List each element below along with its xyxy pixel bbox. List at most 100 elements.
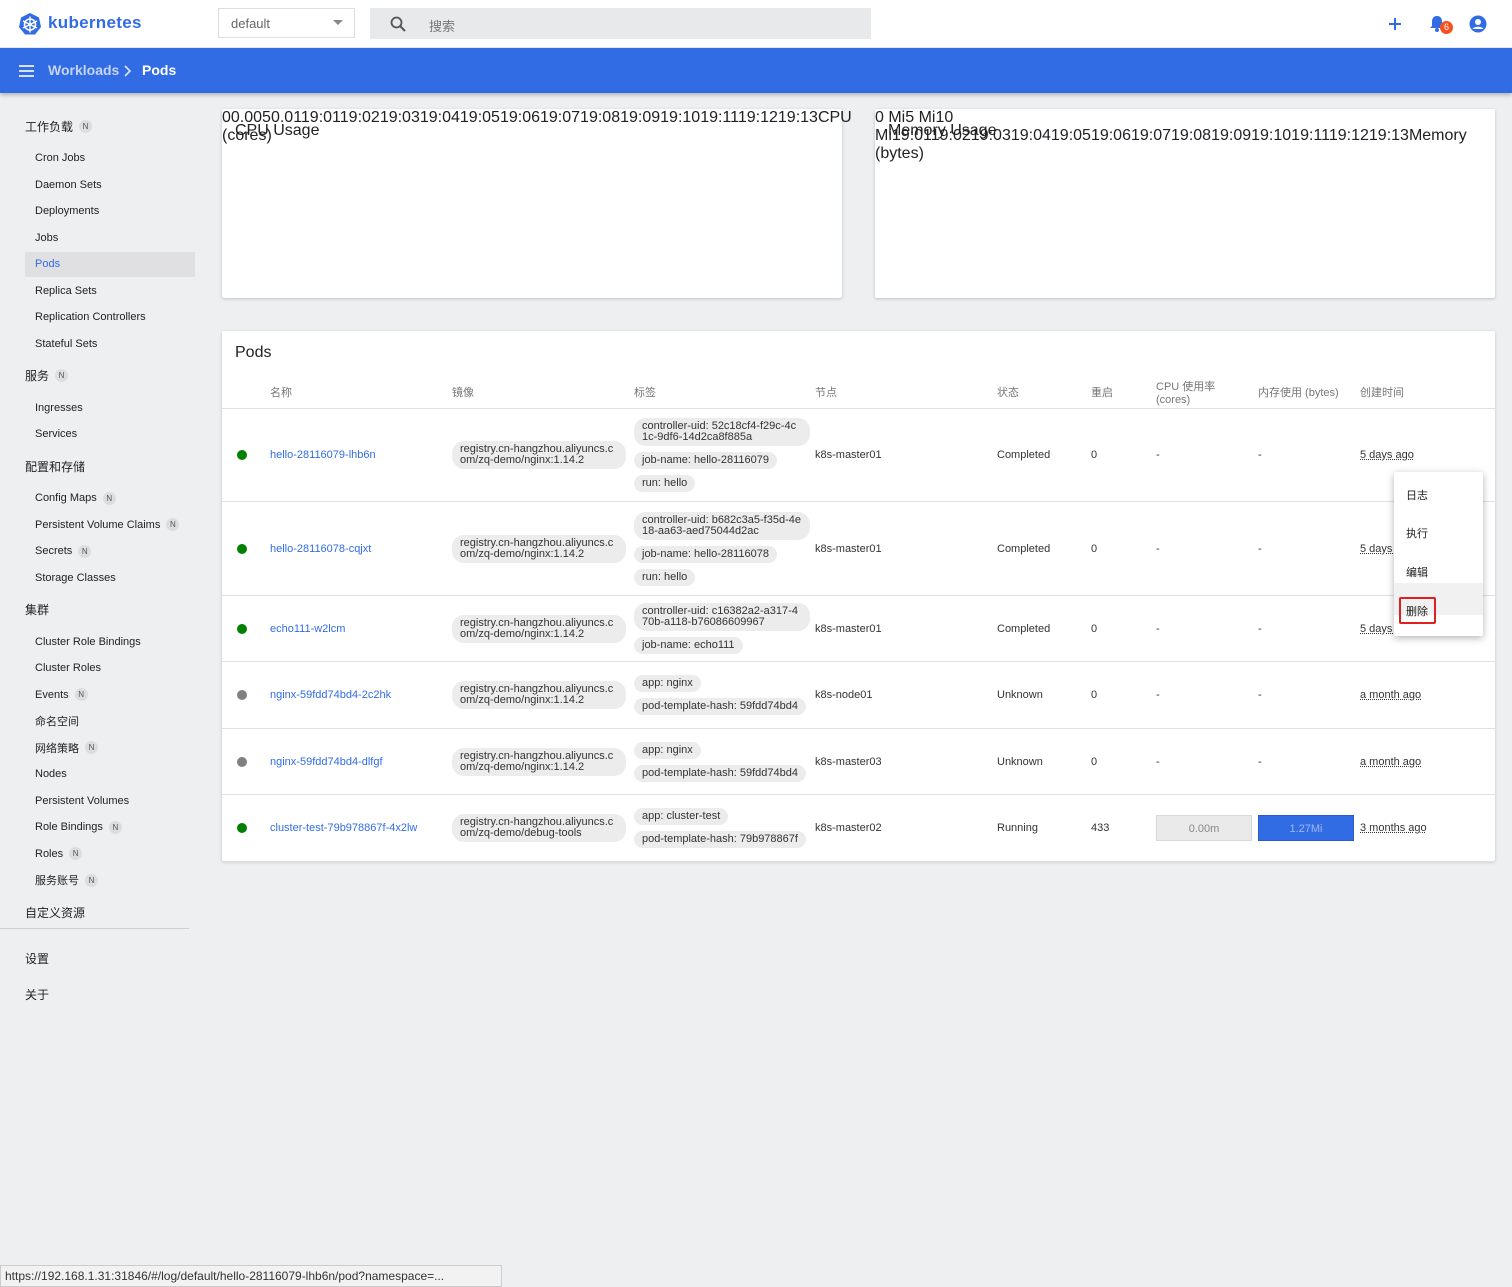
nav-item[interactable]: Stateful Sets xyxy=(35,336,97,352)
column-header[interactable]: 状态 xyxy=(997,377,1157,407)
nav-item[interactable]: 命名空间 xyxy=(35,713,79,729)
nav-section-title[interactable]: 自定义资源 xyxy=(25,904,85,920)
pod-name-link[interactable]: nginx-59fdd74bd4-dlfgf xyxy=(270,755,383,768)
memory-cell: - xyxy=(1258,729,1356,794)
namespace-value: default xyxy=(231,16,271,31)
column-header[interactable]: 内存使用 (bytes) xyxy=(1258,377,1418,407)
nav-section-title[interactable]: 配置和存储 xyxy=(25,458,85,474)
x-tick-label: 19:05 xyxy=(1050,127,1091,144)
pod-name-link[interactable]: hello-28116079-lhb6n xyxy=(270,449,376,461)
x-tick-label: 19:13 xyxy=(777,109,818,126)
nav-item[interactable]: 网络策略 N xyxy=(35,740,98,756)
image-chip: registry.cn-hangzhou.aliyuncs.com/zq-dem… xyxy=(452,614,626,643)
namespace-select[interactable]: default xyxy=(218,8,355,38)
actions-cell xyxy=(1462,662,1474,728)
pod-name-link[interactable]: nginx-59fdd74bd4-2c2hk xyxy=(270,689,392,701)
nav-item[interactable]: Nodes xyxy=(35,766,67,782)
column-header[interactable]: 镜像 xyxy=(452,377,612,407)
breadcrumb-parent[interactable]: Workloads xyxy=(48,62,120,78)
menu-item[interactable]: 日志 xyxy=(1406,490,1428,502)
node-cell: k8s-master01 xyxy=(815,409,985,501)
restarts-cell: 0 xyxy=(1091,596,1151,661)
header-divider xyxy=(222,408,1495,409)
menu-item[interactable]: 执行 xyxy=(1406,528,1428,541)
label-chip: run: hello xyxy=(634,568,696,586)
search-box[interactable]: 搜索 xyxy=(370,8,871,39)
column-header[interactable]: 重启 xyxy=(1091,377,1251,407)
nav-item[interactable]: Daemon Sets xyxy=(35,177,102,193)
pod-name-link[interactable]: cluster-test-79b978867f-4x2lw xyxy=(270,822,418,834)
x-tick-label: 19:12 xyxy=(737,109,778,126)
account-button[interactable] xyxy=(1469,15,1487,33)
status-cell xyxy=(237,596,249,661)
labels-cell: controller-uid: c16382a2-a317-470b-a118-… xyxy=(634,596,814,661)
label-chip: app: cluster-test xyxy=(634,808,729,825)
nav-item[interactable]: Role Bindings N xyxy=(35,819,122,835)
nav-item[interactable]: Services xyxy=(35,426,77,442)
x-tick-label: 19:07 xyxy=(1130,127,1172,144)
create-button[interactable] xyxy=(1388,17,1402,31)
x-tick-label: 19:04 xyxy=(1010,127,1051,144)
nav-item[interactable]: Jobs xyxy=(35,230,58,246)
column-header[interactable]: 节点 xyxy=(815,377,975,407)
menu-button[interactable] xyxy=(19,65,34,77)
created-cell: a month ago xyxy=(1360,662,1460,728)
nav-item[interactable]: Config Maps N xyxy=(35,490,116,506)
breadcrumb-bar: Workloads Pods xyxy=(0,48,1512,93)
nav-item[interactable]: Replica Sets xyxy=(35,283,97,299)
column-header[interactable]: 创建时间 xyxy=(1360,377,1512,407)
x-tick-label: 19:09 xyxy=(1211,127,1252,144)
pod-name-link[interactable]: echo111-w2lcm xyxy=(270,622,346,635)
x-tick-label: 19:03 xyxy=(970,127,1011,144)
image-chip: registry.cn-hangzhou.aliyuncs.com/zq-dem… xyxy=(452,534,626,563)
nav-item[interactable]: Cron Jobs xyxy=(35,150,85,166)
nav-item[interactable]: Ingresses xyxy=(35,400,83,416)
nav-item-label: Persistent Volume Claims xyxy=(35,518,161,531)
cpu-usage: - xyxy=(1156,755,1160,768)
nav-section-title[interactable]: 集群 xyxy=(25,602,49,618)
column-header[interactable]: CPU 使用率 (cores) xyxy=(1156,377,1236,407)
cpu-usage: - xyxy=(1156,622,1160,635)
nav-item[interactable]: Persistent Volumes xyxy=(35,793,129,809)
nav-item[interactable]: Deployments xyxy=(35,203,99,219)
label-chip: pod-template-hash: 59fdd74bd4 xyxy=(634,764,806,782)
column-header[interactable]: 标签 xyxy=(634,377,794,407)
column-header-label: 状态 xyxy=(997,387,1019,399)
table-row: nginx-59fdd74bd4-2c2hk registry.cn-hangzh… xyxy=(222,662,1495,729)
actions-cell xyxy=(1462,795,1474,861)
node-name: k8s-master03 xyxy=(815,755,882,768)
nav-section-title[interactable]: 服务 N xyxy=(25,368,69,384)
pod-status: Completed xyxy=(997,622,1051,635)
nav-item[interactable]: Replication Controllers xyxy=(35,309,146,325)
nav-item[interactable]: Pods xyxy=(35,256,60,272)
nav-item[interactable]: Cluster Roles xyxy=(35,660,101,676)
x-tick-label: 19:02 xyxy=(339,109,380,126)
pod-name-link[interactable]: hello-28116078-cqjxt xyxy=(270,542,372,555)
nav-item-label: Deployments xyxy=(35,205,100,217)
node-cell: k8s-master01 xyxy=(815,502,985,595)
nav-item[interactable]: Storage Classes xyxy=(35,570,116,586)
x-tick-label: 19:07 xyxy=(540,109,581,126)
menu-item[interactable]: 编辑 xyxy=(1406,566,1428,579)
cpu-usage-box: 0.00m xyxy=(1156,815,1252,841)
nav-footer-item[interactable]: 设置 xyxy=(25,952,50,966)
nav-item[interactable]: Persistent Volume Claims N xyxy=(35,517,180,533)
y-tick-label: 5 Mi xyxy=(905,109,936,126)
brand[interactable]: kubernetes xyxy=(48,13,142,32)
nav-item[interactable]: 服务账号 N xyxy=(35,872,98,888)
y-tick-label: 0 xyxy=(222,109,231,126)
nav-section-title[interactable]: 工作负载 N xyxy=(25,118,93,134)
nav-item-label: 命名空间 xyxy=(35,716,79,728)
nav-item[interactable]: Events N xyxy=(35,687,88,703)
column-header[interactable]: 名称 xyxy=(270,377,430,407)
nav-item-label: Ingresses xyxy=(35,401,83,414)
nav-footer-item[interactable]: 关于 xyxy=(25,988,50,1002)
nav-item[interactable]: Secrets N xyxy=(35,543,92,559)
nav-item[interactable]: Cluster Role Bindings xyxy=(35,634,141,650)
nav-active-highlight xyxy=(25,252,195,277)
restart-count: 0 xyxy=(1091,755,1098,768)
menu-item[interactable]: 删除 xyxy=(1399,596,1436,624)
x-tick-label: 19:09 xyxy=(620,109,661,126)
label-chip: job-name: hello-28116078 xyxy=(634,545,777,563)
nav-item[interactable]: Roles N xyxy=(35,846,83,862)
